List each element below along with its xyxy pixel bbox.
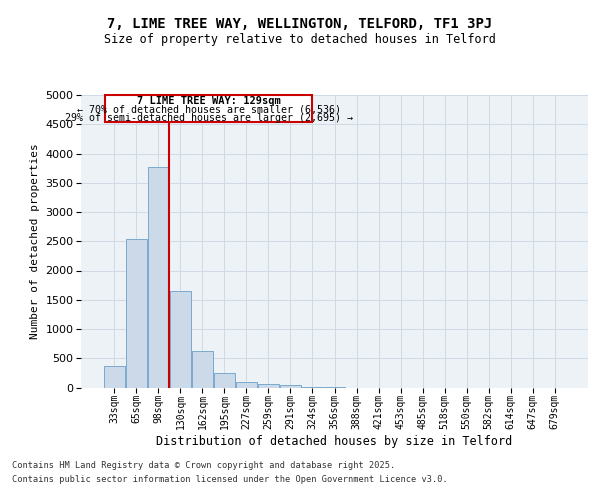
Y-axis label: Number of detached properties: Number of detached properties — [29, 144, 40, 339]
Bar — [192, 351, 213, 388]
Text: 7 LIME TREE WAY: 129sqm: 7 LIME TREE WAY: 129sqm — [137, 96, 280, 106]
Bar — [170, 291, 191, 388]
Text: 29% of semi-detached houses are larger (2,695) →: 29% of semi-detached houses are larger (… — [65, 112, 353, 122]
Text: Contains public sector information licensed under the Open Government Licence v3: Contains public sector information licen… — [12, 476, 448, 484]
Text: ← 70% of detached houses are smaller (6,536): ← 70% of detached houses are smaller (6,… — [77, 104, 341, 115]
X-axis label: Distribution of detached houses by size in Telford: Distribution of detached houses by size … — [157, 434, 512, 448]
Bar — [214, 374, 235, 388]
Bar — [126, 239, 147, 388]
Text: 7, LIME TREE WAY, WELLINGTON, TELFORD, TF1 3PJ: 7, LIME TREE WAY, WELLINGTON, TELFORD, T… — [107, 18, 493, 32]
Bar — [104, 366, 125, 388]
Bar — [104, 95, 313, 122]
Bar — [236, 382, 257, 388]
Bar — [258, 384, 279, 388]
Text: Contains HM Land Registry data © Crown copyright and database right 2025.: Contains HM Land Registry data © Crown c… — [12, 462, 395, 470]
Bar — [280, 385, 301, 388]
Text: Size of property relative to detached houses in Telford: Size of property relative to detached ho… — [104, 32, 496, 46]
Bar — [148, 166, 169, 388]
